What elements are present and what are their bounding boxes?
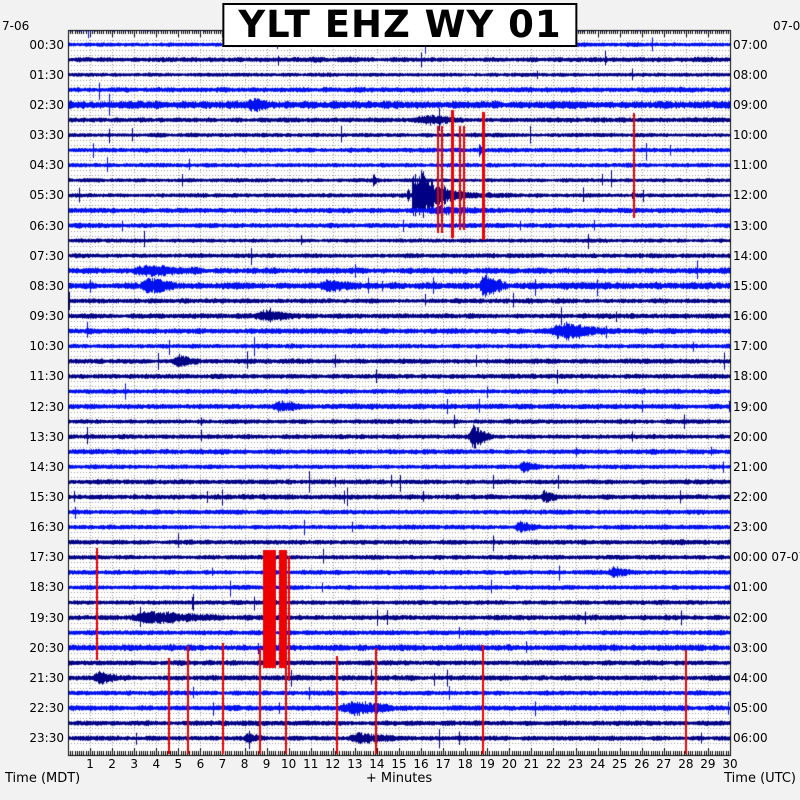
time-label-utc: 21:00 <box>733 459 768 474</box>
time-label-utc: 20:00 <box>733 429 768 444</box>
minute-label: 23 <box>567 757 584 771</box>
time-label-utc: 22:00 <box>733 489 768 504</box>
date-top-left: 7-06 <box>2 19 30 33</box>
time-label-mdt: 05:30 <box>29 188 64 203</box>
minute-label: 11 <box>303 757 319 771</box>
minute-label: 8 <box>240 757 249 771</box>
minute-label: 7 <box>218 757 227 771</box>
minute-label: 17 <box>435 757 451 771</box>
time-label-utc: 14:00 <box>733 248 768 263</box>
minute-label: 6 <box>196 757 205 771</box>
minute-label: 25 <box>612 757 628 771</box>
minute-label: 2 <box>108 757 116 771</box>
time-label-mdt: 09:30 <box>29 309 64 324</box>
minute-label: 10 <box>281 757 297 771</box>
minute-label: 29 <box>700 757 716 771</box>
time-label-mdt: 08:30 <box>29 278 64 293</box>
time-label-utc: 17:00 <box>733 339 768 354</box>
time-label-utc: 05:00 <box>733 701 768 716</box>
time-label-mdt: 18:30 <box>29 580 64 595</box>
time-label-mdt: 12:30 <box>29 399 64 414</box>
time-label-utc: 01:00 <box>733 580 768 595</box>
time-label-utc: 03:00 <box>733 640 768 655</box>
minute-label: 30 <box>722 757 738 771</box>
minutes-axis-title: + Minutes <box>365 771 433 786</box>
time-label-utc: 00:00 07-07 <box>733 550 800 565</box>
minute-label: 20 <box>501 757 517 771</box>
minute-label: 4 <box>152 757 161 771</box>
minute-label: 16 <box>413 757 429 771</box>
minute-label: 14 <box>369 757 385 771</box>
time-label-utc: 04:00 <box>733 670 768 685</box>
time-label-utc: 02:00 <box>733 610 768 625</box>
mdt-axis-title: Time (MDT) <box>5 771 81 786</box>
time-label-mdt: 13:30 <box>29 429 64 444</box>
minute-label: 5 <box>174 757 183 771</box>
time-label-mdt: 01:30 <box>29 67 64 82</box>
time-label-mdt: 14:30 <box>29 459 64 474</box>
time-label-mdt: 17:30 <box>29 550 64 565</box>
time-label-mdt: 21:30 <box>29 670 64 685</box>
minute-label: 26 <box>634 757 650 771</box>
minute-label: 19 <box>479 757 495 771</box>
minute-label: 21 <box>523 757 540 771</box>
minute-label: 1 <box>86 757 94 771</box>
minute-label: 18 <box>457 757 473 771</box>
minute-label: 12 <box>325 757 341 771</box>
time-label-mdt: 19:30 <box>29 610 64 625</box>
time-label-utc: 08:00 <box>733 67 768 82</box>
time-label-mdt: 11:30 <box>29 369 64 384</box>
time-label-mdt: 06:30 <box>29 218 64 233</box>
minute-label: 15 <box>391 757 407 771</box>
time-label-utc: 16:00 <box>733 309 768 324</box>
utc-axis-title: Time (UTC) <box>724 771 796 786</box>
minute-label: 27 <box>656 757 672 771</box>
time-label-utc: 19:00 <box>733 399 768 414</box>
time-label-utc: 15:00 <box>733 278 768 293</box>
time-label-mdt: 00:30 <box>29 37 64 52</box>
time-label-utc: 23:00 <box>733 520 768 535</box>
time-label-mdt: 20:30 <box>29 640 64 655</box>
time-label-mdt: 03:30 <box>29 128 64 143</box>
time-label-mdt: 16:30 <box>29 520 64 535</box>
time-label-utc: 12:00 <box>733 188 768 203</box>
time-label-utc: 06:00 <box>733 731 768 746</box>
time-label-mdt: 07:30 <box>29 248 64 263</box>
date-top-right: 07-0 <box>773 19 800 33</box>
time-label-utc: 11:00 <box>733 158 768 173</box>
time-label-mdt: 23:30 <box>29 731 64 746</box>
time-label-utc: 07:00 <box>733 37 768 52</box>
minute-label: 13 <box>347 757 363 771</box>
time-label-utc: 18:00 <box>733 369 768 384</box>
minute-label: 22 <box>545 757 562 771</box>
station-title: YLT EHZ WY 01 <box>222 3 578 47</box>
minute-label: 3 <box>130 757 138 771</box>
minute-label: 24 <box>589 757 606 771</box>
time-label-mdt: 22:30 <box>29 701 64 716</box>
time-label-mdt: 10:30 <box>29 339 64 354</box>
time-label-utc: 09:00 <box>733 97 768 112</box>
time-label-utc: 13:00 <box>733 218 768 233</box>
time-label-utc: 10:00 <box>733 128 768 143</box>
minute-label: 9 <box>262 757 271 771</box>
minute-label: 28 <box>678 757 694 771</box>
time-label-mdt: 15:30 <box>29 489 64 504</box>
time-label-mdt: 02:30 <box>29 97 64 112</box>
time-label-mdt: 04:30 <box>29 158 64 173</box>
